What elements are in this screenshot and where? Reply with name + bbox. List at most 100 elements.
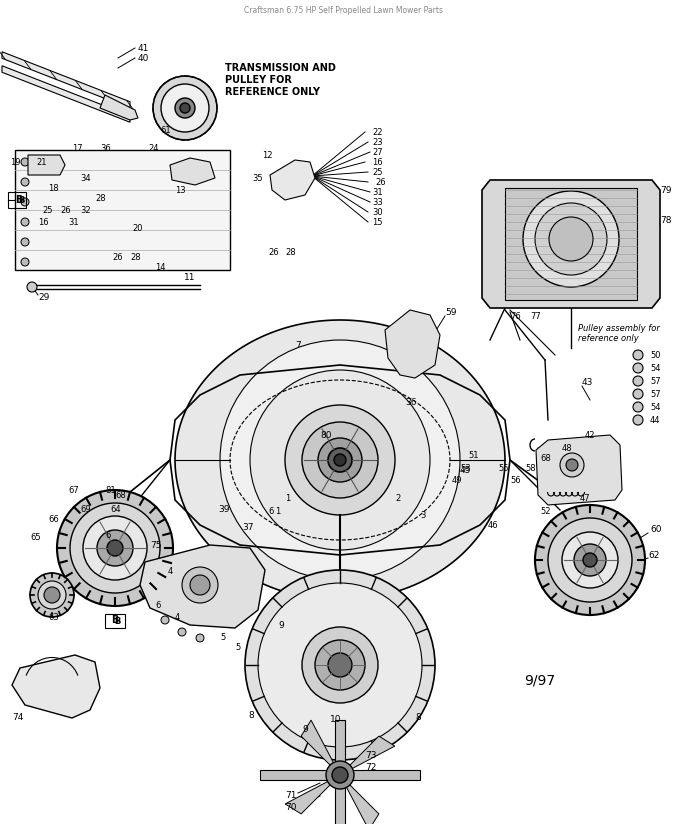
Text: 49: 49 [452, 475, 462, 485]
Text: 30: 30 [372, 208, 383, 217]
Polygon shape [28, 155, 65, 175]
Text: 26: 26 [60, 205, 71, 214]
Circle shape [302, 627, 378, 703]
Text: reference only: reference only [578, 334, 638, 343]
Text: 19: 19 [10, 157, 21, 166]
Circle shape [326, 761, 354, 789]
Text: B: B [15, 195, 23, 205]
Text: 34: 34 [80, 174, 91, 182]
Text: 53: 53 [460, 464, 471, 472]
Text: 5: 5 [235, 644, 240, 653]
Text: PULLEY FOR: PULLEY FOR [225, 75, 292, 85]
Polygon shape [270, 160, 315, 200]
Text: 39: 39 [218, 505, 230, 514]
Circle shape [523, 191, 619, 287]
Polygon shape [285, 775, 340, 814]
Text: 11: 11 [184, 274, 195, 283]
Text: 1: 1 [285, 494, 290, 503]
Polygon shape [2, 52, 130, 108]
Text: 71: 71 [285, 790, 297, 799]
Circle shape [318, 438, 362, 482]
Circle shape [633, 363, 643, 373]
Text: 78: 78 [660, 216, 671, 224]
Text: 80: 80 [320, 430, 332, 439]
Text: 8: 8 [248, 710, 254, 719]
Circle shape [21, 218, 29, 226]
Polygon shape [12, 655, 100, 718]
Text: 28: 28 [285, 247, 296, 256]
Text: 8: 8 [415, 714, 421, 723]
Text: B: B [18, 195, 24, 204]
Text: 56: 56 [510, 475, 521, 485]
Circle shape [258, 583, 422, 747]
Text: 1: 1 [275, 508, 280, 517]
Text: 31: 31 [372, 188, 383, 196]
Circle shape [178, 628, 186, 636]
Polygon shape [340, 736, 395, 775]
Text: 17: 17 [72, 143, 83, 152]
Text: 57: 57 [650, 390, 660, 399]
Text: 60: 60 [650, 526, 661, 535]
Text: 32: 32 [80, 205, 91, 214]
Text: 77: 77 [530, 311, 541, 321]
Text: Craftsman 6.75 HP Self Propelled Lawn Mower Parts: Craftsman 6.75 HP Self Propelled Lawn Mo… [244, 6, 444, 15]
Circle shape [548, 518, 632, 602]
Polygon shape [100, 95, 138, 120]
Text: B: B [111, 615, 119, 625]
Text: 46: 46 [488, 521, 499, 530]
Circle shape [21, 238, 29, 246]
Circle shape [633, 350, 643, 360]
Text: 51: 51 [468, 451, 478, 460]
Text: 35: 35 [252, 174, 263, 182]
Circle shape [633, 402, 643, 412]
Circle shape [21, 178, 29, 186]
Text: 26: 26 [112, 254, 122, 263]
Text: 33: 33 [372, 198, 383, 207]
Text: 50: 50 [650, 350, 660, 359]
Circle shape [535, 203, 607, 275]
Text: 9/97: 9/97 [524, 673, 556, 687]
Circle shape [196, 634, 204, 642]
Circle shape [285, 405, 395, 515]
Text: 64: 64 [110, 505, 120, 514]
Circle shape [27, 282, 37, 292]
Text: 20: 20 [132, 223, 142, 232]
Text: 10: 10 [330, 715, 341, 724]
Text: 36: 36 [405, 397, 416, 406]
Text: 48: 48 [562, 443, 572, 452]
Polygon shape [335, 720, 345, 824]
Circle shape [566, 459, 578, 471]
Text: REFERENCE ONLY: REFERENCE ONLY [225, 87, 320, 97]
Polygon shape [340, 775, 379, 824]
Circle shape [574, 544, 606, 576]
Circle shape [560, 453, 584, 477]
Text: 66: 66 [48, 516, 58, 525]
Text: 22: 22 [372, 128, 383, 137]
Circle shape [70, 503, 160, 593]
Circle shape [302, 422, 378, 498]
Text: 67: 67 [68, 485, 78, 494]
Text: 42: 42 [585, 430, 596, 439]
Circle shape [180, 103, 190, 113]
Text: 73: 73 [365, 751, 376, 760]
Text: 54: 54 [650, 363, 660, 372]
Text: 16: 16 [372, 157, 383, 166]
Text: 79: 79 [660, 185, 671, 194]
Polygon shape [140, 545, 265, 628]
Text: 68: 68 [115, 490, 126, 499]
Text: 23: 23 [372, 138, 383, 147]
Text: 7: 7 [295, 340, 301, 349]
Polygon shape [536, 435, 622, 505]
Text: 72: 72 [365, 764, 376, 773]
Circle shape [83, 516, 147, 580]
Text: 12: 12 [262, 151, 272, 160]
Polygon shape [505, 188, 637, 300]
Text: 59: 59 [445, 307, 457, 316]
Text: 4: 4 [168, 568, 173, 577]
Text: 63: 63 [48, 614, 58, 622]
Circle shape [328, 653, 352, 677]
Text: 36: 36 [100, 143, 111, 152]
Circle shape [182, 567, 218, 603]
Text: 4: 4 [175, 614, 180, 622]
Text: 16: 16 [38, 218, 49, 227]
